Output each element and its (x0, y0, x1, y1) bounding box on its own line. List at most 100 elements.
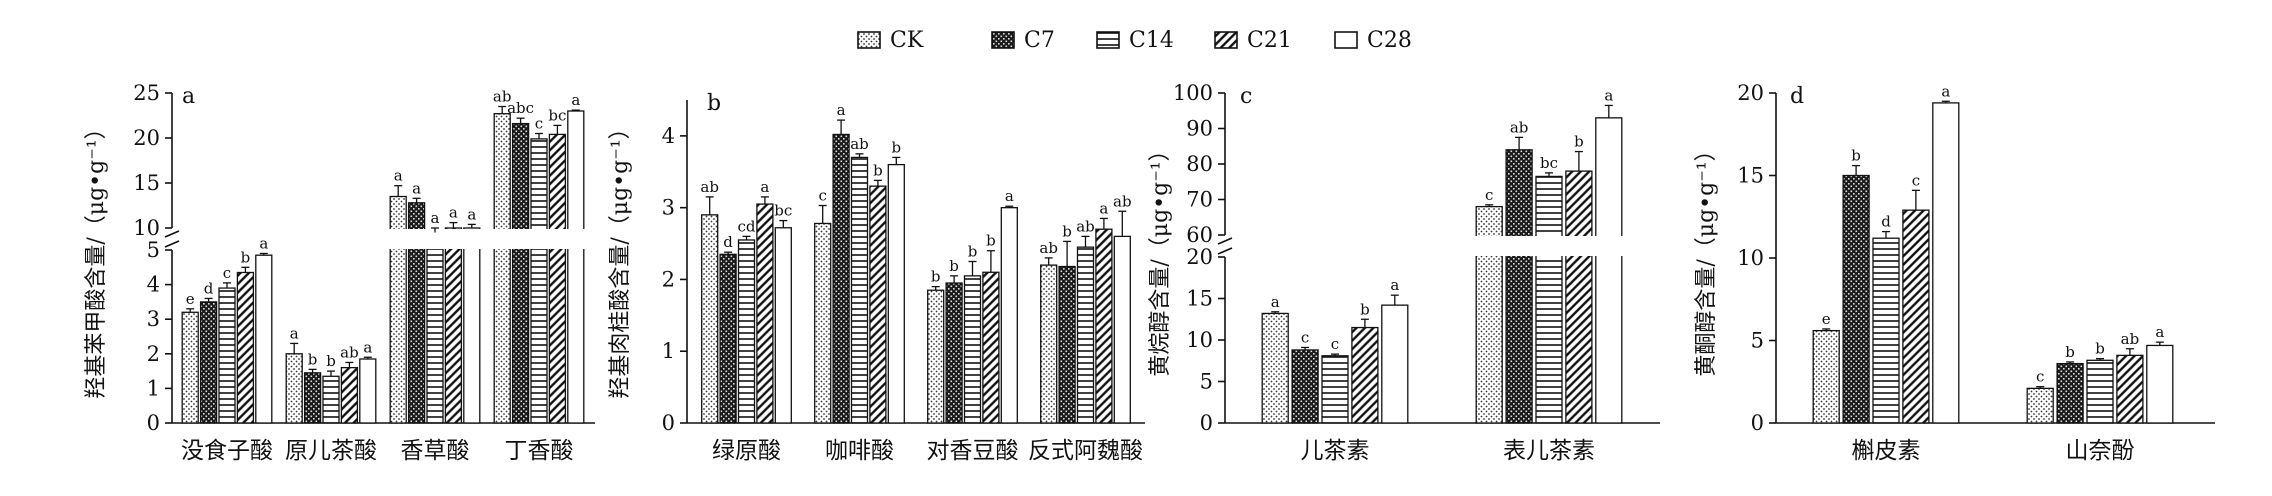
y-tick-label: 3 (147, 307, 160, 331)
bar-break-gap (425, 229, 445, 249)
significance-letter: b (968, 243, 978, 261)
x-category-label: 儿茶素 (1301, 438, 1370, 464)
bar-c28 (887, 163, 905, 424)
bar-c21 (982, 271, 1000, 424)
legend-label-c21: C21 (1247, 28, 1292, 53)
y-tick-label: 5 (147, 238, 160, 262)
x-category-label: 咖啡酸 (825, 438, 894, 464)
significance-letter: ab (1113, 192, 1132, 210)
bar-ck (2026, 387, 2054, 424)
bar-ck (181, 311, 199, 424)
bar-break-gap (443, 229, 464, 249)
chart-legend: CK C7 C14 C21 C28 (857, 28, 1412, 53)
bar-c7 (945, 282, 963, 424)
significance-letter: b (931, 268, 941, 286)
y-tick-label: 3 (662, 196, 675, 220)
bar-c7 (1058, 265, 1076, 424)
bar-ck (1812, 329, 1840, 424)
y-tick-label: 1 (147, 376, 160, 400)
legend-swatch-c21 (1214, 31, 1238, 49)
significance-letter: c (818, 187, 826, 205)
significance-letter: ab (493, 88, 512, 106)
bar-c28 (359, 358, 377, 424)
significance-letter: c (1301, 328, 1309, 346)
bar-break-gap (406, 229, 427, 249)
x-category-label: 没食子酸 (181, 438, 273, 464)
bar-c21 (1565, 170, 1593, 424)
x-category-label: 对香豆酸 (927, 438, 1019, 464)
bar-c14 (850, 156, 869, 424)
bar-c14 (1535, 175, 1563, 424)
y-tick-label: 0 (147, 411, 160, 435)
y-tick-label: 1 (662, 339, 675, 363)
bar-break-gap (1504, 236, 1535, 256)
bar-break-gap (1563, 236, 1594, 256)
significance-letter: a (1941, 82, 1950, 100)
significance-letter: b (949, 257, 959, 275)
bar-break-gap (529, 229, 549, 249)
bar-c14 (218, 287, 236, 424)
x-category-label: 香草酸 (401, 438, 470, 464)
bar-ck (285, 353, 303, 424)
x-category-label: 表儿茶素 (1503, 438, 1595, 464)
significance-letter: ab (340, 343, 359, 361)
significance-letter: e (1822, 310, 1831, 328)
legend-swatch-c28 (1334, 31, 1358, 49)
significance-letter: a (259, 234, 268, 252)
significance-letter: a (1005, 187, 1014, 205)
bar-c14 (530, 138, 548, 424)
bar-c7 (2056, 362, 2084, 424)
x-category-label: 绿原酸 (712, 438, 781, 464)
y-tick-label: 15 (1737, 164, 1764, 188)
panel-label: d (1790, 84, 1804, 109)
y-axis-label: 黄酮醇含量/（μg•g⁻¹） (1694, 139, 1719, 376)
bar-c14 (426, 231, 444, 424)
significance-letter: a (2155, 323, 2164, 341)
bar-ck (814, 222, 832, 424)
bar-ck (1040, 264, 1058, 424)
y-tick-label: 0 (662, 411, 675, 435)
x-category-label: 反式阿魏酸 (1028, 438, 1143, 464)
significance-letter: bc (774, 202, 792, 220)
significance-letter: b (1574, 133, 1584, 151)
bar-break-gap (510, 229, 531, 249)
x-category-label: 山奈酚 (2066, 438, 2135, 464)
y-tick-label: 20 (1737, 81, 1764, 105)
legend-swatch-c14 (1096, 31, 1120, 49)
significance-letter: b (241, 248, 251, 266)
bar-c28 (1595, 117, 1623, 424)
significance-letter: a (571, 91, 580, 109)
bar-c21 (236, 271, 255, 424)
significance-letter: c (2036, 368, 2044, 386)
bar-c28 (2146, 344, 2174, 424)
bar-c28 (1113, 235, 1131, 424)
bar-c28 (463, 227, 481, 424)
significance-letter: a (1271, 293, 1280, 311)
y-tick-label: 5 (1200, 370, 1213, 394)
legend-label-c14: C14 (1129, 28, 1174, 53)
significance-letter: ab (1039, 239, 1058, 257)
bar-c21 (444, 227, 463, 424)
panel-label: a (182, 84, 195, 109)
significance-letter: c (1912, 171, 1920, 189)
legend-label-c28: C28 (1367, 28, 1412, 53)
bar-ck (493, 113, 511, 424)
significance-letter: b (1851, 147, 1861, 165)
significance-letter: c (1485, 186, 1493, 204)
y-tick-label: 2 (662, 267, 675, 291)
bar-c21 (756, 203, 774, 424)
y-tick-label: 90 (1186, 117, 1213, 141)
significance-letter: a (363, 338, 372, 356)
significance-letter: e (186, 290, 195, 308)
y-tick-label: 20 (1186, 245, 1213, 269)
significance-letter: ab (1510, 118, 1529, 136)
y-tick-label: 4 (662, 124, 675, 148)
significance-letter: c (535, 115, 543, 133)
y-tick-label: 60 (1186, 223, 1213, 247)
significance-letter: a (431, 209, 440, 227)
bar-c7 (511, 122, 530, 424)
legend-swatch-c7 (991, 31, 1015, 49)
bar-c21 (1902, 209, 1930, 424)
